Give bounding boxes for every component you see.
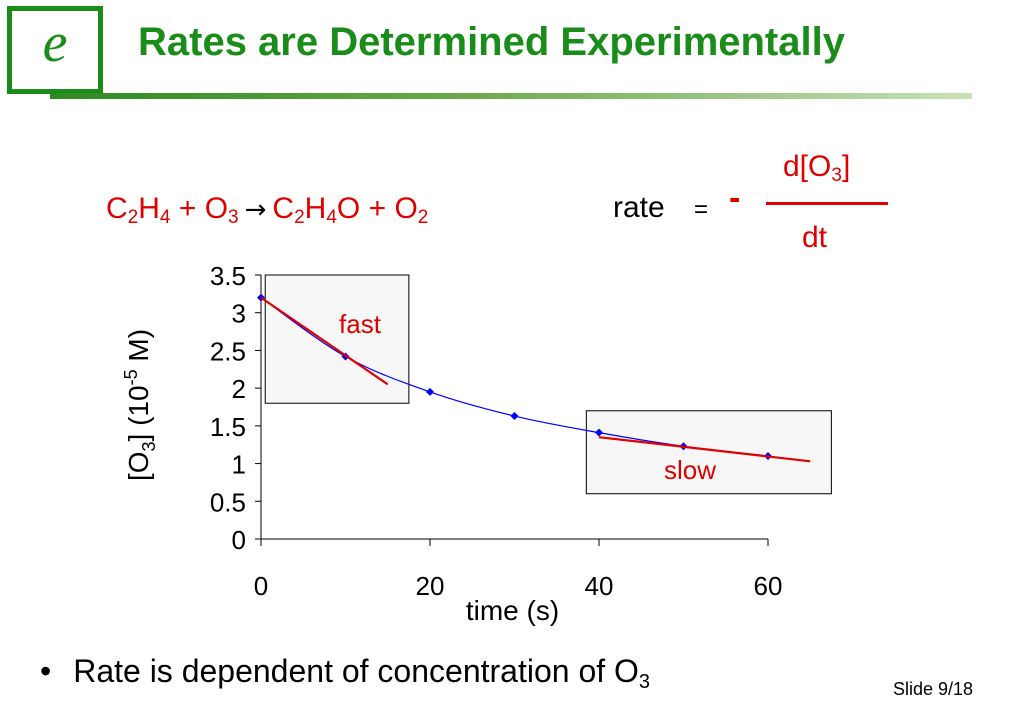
reaction-arrow-icon: → bbox=[244, 195, 267, 225]
highlight-box-slow bbox=[585, 410, 832, 495]
bullet-sub: 3 bbox=[638, 671, 651, 693]
eq-c2-sub: 2 bbox=[294, 207, 305, 228]
slide-title: Rates are Determined Experimentally bbox=[138, 20, 845, 64]
eq-h2-sub: 4 bbox=[326, 207, 337, 228]
y-axis-label: [O3] (10-5 M) bbox=[121, 329, 159, 481]
tangent-line-fast bbox=[260, 296, 389, 386]
x-tick-label: 0 bbox=[254, 571, 268, 601]
eq-c1-sub: 2 bbox=[127, 207, 139, 228]
y-tick-label: 2.5 bbox=[210, 336, 246, 366]
highlight-box-fast bbox=[264, 274, 410, 404]
eq-plus-o2: + O bbox=[360, 192, 418, 225]
eq-plus-o3: + O bbox=[170, 192, 229, 225]
rate-numerator-text: d[O bbox=[783, 150, 832, 183]
eq-h1: H bbox=[138, 192, 160, 225]
y-tick-label: 1.5 bbox=[210, 412, 246, 442]
y-tick-label: 0.5 bbox=[210, 487, 246, 517]
data-point bbox=[426, 387, 434, 396]
y-tick-label: 1 bbox=[232, 450, 246, 480]
bullet-dot-icon: • bbox=[40, 653, 52, 689]
y-tick-label: 0 bbox=[232, 525, 246, 555]
fraction-bar bbox=[766, 202, 888, 205]
x-tick-label: 40 bbox=[585, 571, 614, 601]
tangent-label-fast: fast bbox=[339, 309, 382, 339]
rate-equals: = bbox=[694, 196, 709, 223]
bullet-point: • Rate is dependent of concentration of O… bbox=[40, 653, 651, 693]
bullet-text: Rate is dependent of concentration of O bbox=[73, 653, 639, 689]
tangent-line-slow bbox=[598, 436, 811, 463]
tangent-label-slow: slow bbox=[664, 455, 716, 485]
eq-h2: H bbox=[304, 192, 327, 225]
slide-number: Slide 9/18 bbox=[893, 679, 974, 699]
y-tick-label: 3.5 bbox=[210, 261, 246, 291]
eq-c1: C bbox=[106, 192, 128, 225]
rate-denominator: dt bbox=[802, 221, 828, 254]
data-point bbox=[595, 428, 603, 437]
rate-label: rate bbox=[613, 191, 665, 224]
y-tick-label: 2 bbox=[232, 374, 246, 404]
logo-letter: e bbox=[42, 12, 68, 74]
eq-o3-sub: 3 bbox=[228, 207, 239, 228]
eq-c2: C bbox=[272, 192, 295, 225]
eq-h1-sub: 4 bbox=[159, 207, 171, 228]
rate-numerator: d[O3] bbox=[783, 150, 851, 186]
rate-minus-sign: - bbox=[729, 179, 741, 217]
eq-o2-sub: 2 bbox=[417, 207, 429, 228]
data-point bbox=[510, 412, 519, 421]
y-tick-label: 3 bbox=[232, 299, 246, 329]
rate-numerator-sub: 3 bbox=[831, 165, 842, 186]
eq-o: O bbox=[336, 192, 361, 225]
rate-numerator-close: ] bbox=[841, 150, 851, 183]
reaction-equation: C2H4 + O3 → C2H4O + O2 bbox=[106, 192, 429, 228]
x-tick-label: 20 bbox=[416, 571, 445, 601]
title-divider bbox=[50, 93, 972, 99]
x-tick-label: 60 bbox=[754, 571, 783, 601]
x-axis-label: time (s) bbox=[466, 595, 559, 626]
letter-e-logo-icon: e bbox=[7, 6, 103, 94]
